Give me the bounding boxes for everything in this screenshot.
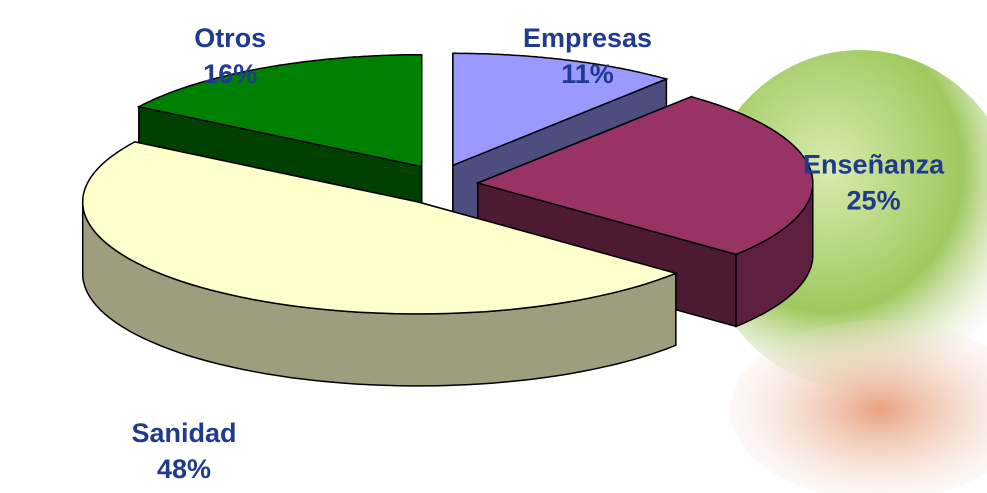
chart: Empresas 11% Enseñanza 25% Sanidad 48% Otros 16… xyxy=(0,0,987,493)
slice-label: Empresas xyxy=(523,23,652,53)
slice-label: Otros xyxy=(194,23,266,53)
slice-value-label: 11% xyxy=(561,59,614,89)
slice-value-label: 16% xyxy=(203,59,257,89)
slice-value-label: 25% xyxy=(847,186,901,216)
slice-label: Enseñanza xyxy=(803,150,945,180)
slice-label: Sanidad xyxy=(132,418,237,448)
slice-value-label: 48% xyxy=(157,454,211,484)
pie xyxy=(83,53,813,386)
